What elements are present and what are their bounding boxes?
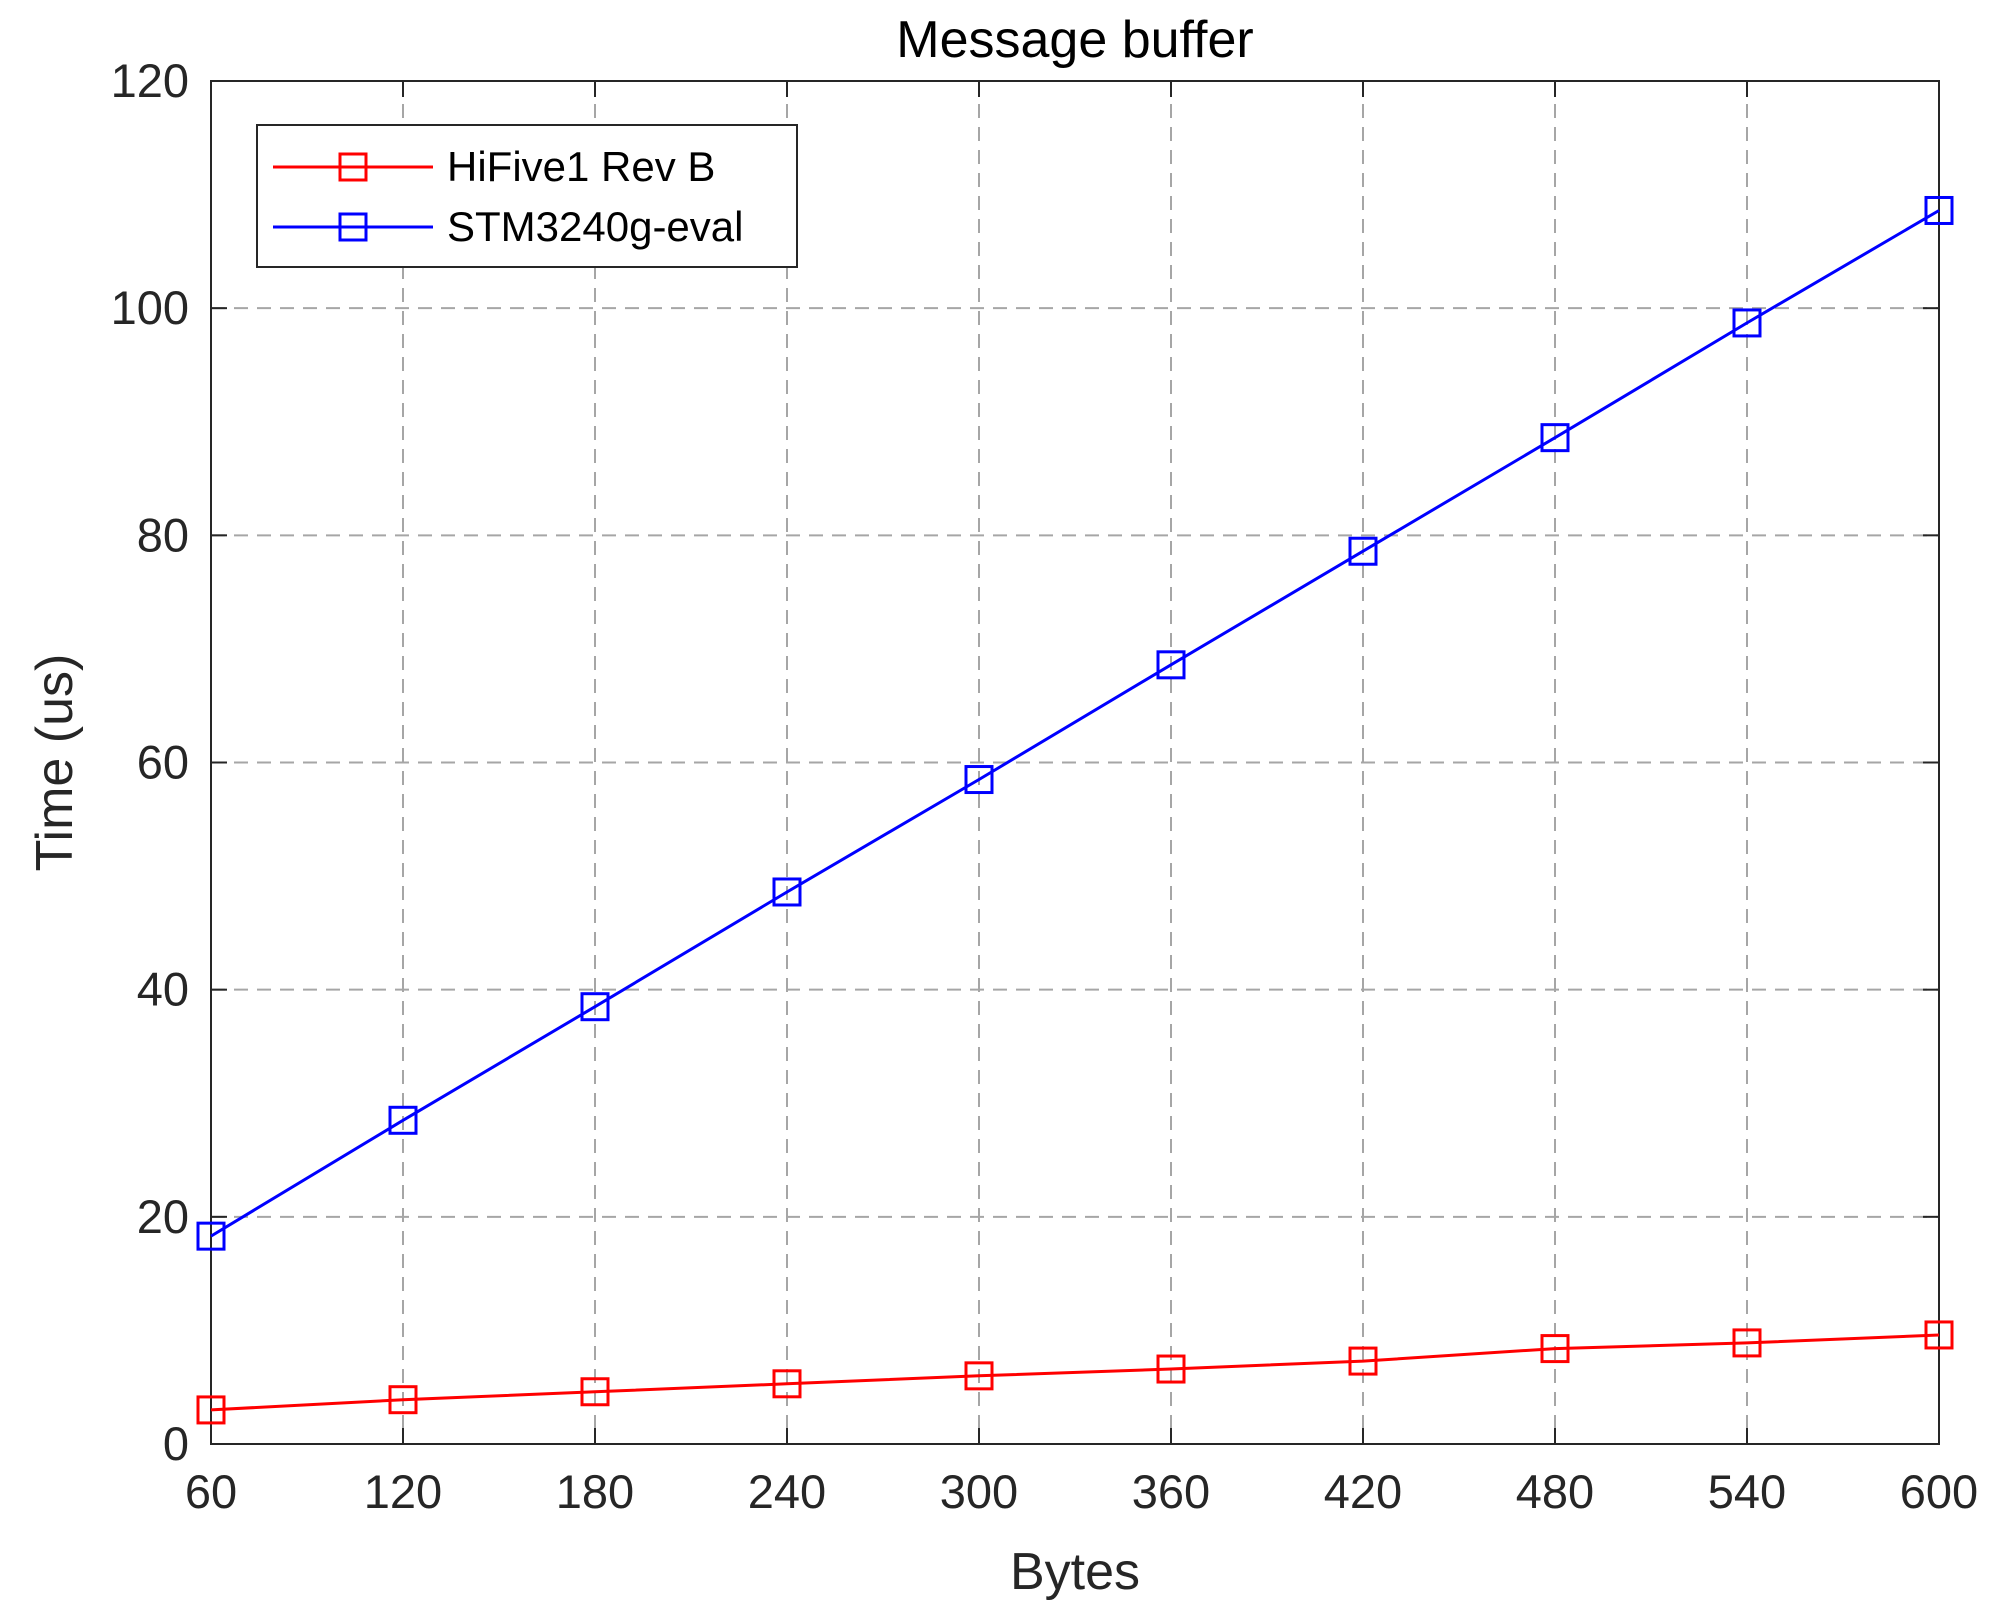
x-axis-ticks: 60 120 180 240 300 360 420 480 540 600 <box>185 81 1978 1518</box>
series-1 <box>196 1320 1954 1425</box>
y-tick-label: 120 <box>111 54 189 107</box>
y-axis-label: Time (us) <box>26 654 84 872</box>
x-tick-label: 600 <box>1900 1465 1978 1518</box>
legend-marker-swatch <box>338 152 368 182</box>
y-axis-ticks: 0 20 40 60 80 100 120 <box>111 54 1939 1470</box>
data-point-marker <box>580 1377 610 1407</box>
data-point-marker <box>1732 308 1762 338</box>
data-point-marker <box>196 1395 226 1425</box>
x-tick-label: 240 <box>748 1465 826 1518</box>
data-point-marker <box>1540 1334 1570 1364</box>
x-tick-label: 480 <box>1516 1465 1594 1518</box>
data-point-marker <box>772 877 802 907</box>
legend-label: HiFive1 Rev B <box>447 143 715 190</box>
legend-entry: HiFive1 Rev B <box>273 143 715 190</box>
legend: HiFive1 Rev B STM3240g-eval <box>256 124 798 268</box>
data-point-marker <box>1540 423 1570 453</box>
legend-box <box>256 124 798 268</box>
grid <box>211 81 1939 1444</box>
legend-entry: STM3240g-eval <box>273 203 743 250</box>
data-point-marker <box>1156 650 1186 680</box>
data-point-marker <box>388 1385 418 1415</box>
x-tick-label: 180 <box>556 1465 634 1518</box>
data-point-marker <box>1348 1346 1378 1376</box>
y-tick-label: 40 <box>137 963 189 1016</box>
x-tick-label: 420 <box>1324 1465 1402 1518</box>
y-tick-label: 0 <box>163 1417 189 1470</box>
y-tick-label: 100 <box>111 281 189 334</box>
data-point-marker <box>1924 195 1954 225</box>
x-axis-label: Bytes <box>1010 1543 1140 1601</box>
y-tick-label: 80 <box>137 508 189 561</box>
data-point-marker <box>388 1105 418 1135</box>
data-point-marker <box>1732 1328 1762 1358</box>
data-point-marker <box>196 1221 226 1251</box>
data-point-marker <box>964 1361 994 1391</box>
x-tick-label: 300 <box>940 1465 1018 1518</box>
x-tick-label: 60 <box>185 1465 237 1518</box>
data-point-marker <box>580 992 610 1022</box>
x-tick-label: 540 <box>1708 1465 1786 1518</box>
data-point-marker <box>1348 536 1378 566</box>
x-tick-label: 360 <box>1132 1465 1210 1518</box>
series-line <box>210 1333 1940 1412</box>
data-point-marker <box>1924 1320 1954 1350</box>
series-layer <box>196 195 1954 1425</box>
x-tick-label: 120 <box>364 1465 442 1518</box>
y-tick-label: 20 <box>137 1190 189 1243</box>
data-point-marker <box>1156 1354 1186 1384</box>
series-line <box>210 209 1940 1238</box>
data-point-marker <box>772 1369 802 1399</box>
chart-title: Message buffer <box>896 11 1253 69</box>
legend-label: STM3240g-eval <box>447 203 743 250</box>
legend-marker-swatch <box>338 212 368 242</box>
series-2 <box>196 195 1954 1251</box>
y-tick-label: 60 <box>137 736 189 789</box>
data-point-marker <box>964 765 994 795</box>
legend-entries: HiFive1 Rev B STM3240g-eval <box>273 143 743 250</box>
